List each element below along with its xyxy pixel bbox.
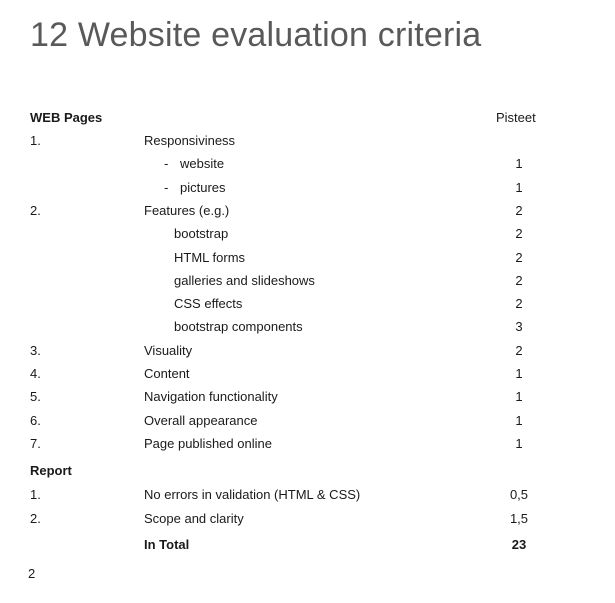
total-label: In Total — [144, 537, 190, 552]
item-number: 3. — [30, 342, 41, 358]
section-heading-report: Report — [30, 463, 72, 478]
item-number: 2. — [30, 510, 41, 526]
criteria-label: Navigation functionality — [144, 389, 278, 405]
points-column-heading: Pisteet — [496, 110, 536, 125]
dash-bullet: - — [164, 179, 169, 195]
dash-bullet: - — [164, 156, 169, 172]
report-header-row: Report — [0, 461, 615, 481]
criteria-label: bootstrap components — [174, 319, 303, 335]
criteria-label: - pictures — [164, 178, 226, 198]
section-heading-web-pages: WEB Pages — [30, 110, 103, 125]
criteria-points: 0,5 — [509, 487, 529, 502]
criteria-points: 2 — [515, 249, 523, 265]
criteria-text: website — [180, 156, 225, 172]
table-row: bootstrap components 3 — [0, 317, 615, 337]
item-number: 4. — [30, 366, 41, 381]
web-pages-header-row: WEB Pages Pisteet — [0, 108, 615, 128]
table-row: 4. Content 1 — [0, 364, 615, 384]
table-row: 7. Page published online 1 — [0, 434, 615, 454]
page-number: 2 — [28, 566, 36, 581]
criteria-label: CSS effects — [174, 296, 243, 312]
criteria-label: bootstrap — [174, 226, 229, 242]
table-row: bootstrap 2 — [0, 224, 615, 244]
criteria-points: 2 — [515, 202, 523, 218]
criteria-label: No errors in validation (HTML & CSS) — [144, 487, 361, 502]
item-number: 2. — [30, 202, 41, 218]
table-row: galleries and slideshows 2 — [0, 271, 615, 291]
item-number: 1. — [30, 487, 41, 502]
criteria-points: 2 — [515, 272, 523, 288]
item-number: 5. — [30, 389, 41, 405]
table-row: 6. Overall appearance 1 — [0, 411, 615, 431]
item-number: 6. — [30, 412, 41, 428]
criteria-points: 1,5 — [509, 510, 529, 526]
table-row: HTML forms 2 — [0, 248, 615, 268]
table-row: 3. Visuality 2 — [0, 341, 615, 361]
criteria-label: Overall appearance — [144, 412, 258, 428]
item-number: 1. — [30, 133, 41, 148]
table-row: - website 1 — [0, 154, 615, 174]
criteria-label: Scope and clarity — [144, 510, 244, 526]
table-row: 1. No errors in validation (HTML & CSS) 0,… — [0, 485, 615, 505]
criteria-points: 1 — [515, 412, 523, 428]
total-points: 23 — [511, 537, 527, 552]
item-number: 7. — [30, 435, 41, 451]
criteria-points: 1 — [515, 156, 523, 172]
criteria-label: galleries and slideshows — [174, 272, 315, 288]
criteria-label: - website — [164, 154, 224, 174]
criteria-label: Page published online — [144, 435, 272, 451]
criteria-points: 1 — [515, 389, 523, 405]
table-row: - pictures 1 — [0, 178, 615, 198]
criteria-label: Responsiviness — [144, 133, 236, 148]
table-row: CSS effects 2 — [0, 294, 615, 314]
criteria-points: 1 — [515, 179, 523, 195]
criteria-label: Features (e.g.) — [144, 202, 230, 218]
criteria-points: 2 — [515, 296, 523, 312]
table-row: 2. Scope and clarity 1,5 — [0, 509, 615, 529]
criteria-text: pictures — [180, 179, 226, 195]
criteria-label: Content — [144, 366, 190, 381]
table-row: 5. Navigation functionality 1 — [0, 387, 615, 407]
criteria-label: Visuality — [144, 342, 193, 358]
table-row: 2. Features (e.g.) 2 — [0, 201, 615, 221]
total-row: In Total 23 — [0, 535, 615, 555]
criteria-label: HTML forms — [174, 249, 246, 265]
criteria-points: 1 — [515, 366, 523, 381]
criteria-points: 1 — [515, 435, 523, 451]
criteria-points: 3 — [515, 319, 523, 335]
criteria-points: 2 — [515, 342, 523, 358]
table-row: 1. Responsiviness — [0, 131, 615, 151]
page-title: 12 Website evaluation criteria — [30, 16, 482, 54]
criteria-points: 2 — [515, 226, 523, 242]
